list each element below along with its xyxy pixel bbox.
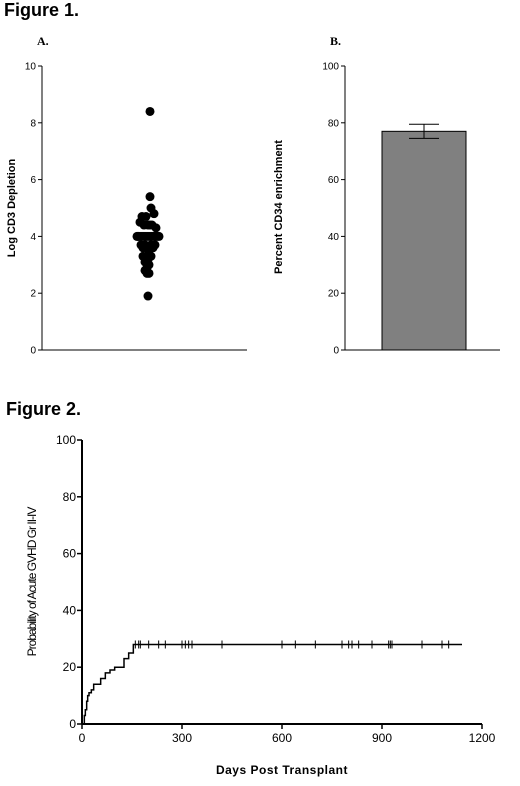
y-tick-label: 100 xyxy=(322,62,339,73)
panel-b-label: B. xyxy=(330,34,341,48)
data-point xyxy=(154,231,164,241)
y-tick-label: 0 xyxy=(69,717,76,731)
y-tick-label: 40 xyxy=(63,603,77,617)
y-tick-label: 60 xyxy=(328,175,340,186)
y-tick-label: 60 xyxy=(63,547,77,561)
data-point xyxy=(142,263,152,273)
data-point xyxy=(151,223,161,233)
panel-a-label: A. xyxy=(37,34,49,48)
data-point xyxy=(145,106,155,116)
survival-curve xyxy=(82,643,462,725)
bar xyxy=(381,130,467,351)
y-tick-label: 0 xyxy=(30,346,36,357)
y-tick-label: 80 xyxy=(63,490,77,504)
y-tick-label: 80 xyxy=(328,118,340,129)
figure-1-title: Figure 1. xyxy=(4,0,80,20)
data-point xyxy=(141,212,151,222)
data-point xyxy=(150,240,160,250)
y-tick-label: 20 xyxy=(63,660,77,674)
data-point xyxy=(146,203,156,213)
x-tick-label: 0 xyxy=(79,731,86,745)
data-point xyxy=(143,291,153,301)
y-tick-label: 8 xyxy=(30,118,36,129)
y-tick-label: 4 xyxy=(30,232,36,243)
figure-2-title: Figure 2. xyxy=(6,399,82,419)
data-point xyxy=(143,254,153,264)
x-axis-label: Days Post Transplant xyxy=(216,763,348,777)
y-tick-label: 2 xyxy=(30,289,36,300)
y-tick-label: 10 xyxy=(25,62,37,73)
x-tick-label: 900 xyxy=(372,731,392,745)
x-tick-label: 300 xyxy=(172,731,192,745)
y-tick-label: 20 xyxy=(328,289,340,300)
y-tick-label: 40 xyxy=(328,232,340,243)
y-tick-label: 0 xyxy=(333,346,339,357)
y-tick-label: 100 xyxy=(56,433,76,447)
y-axis-label: Probability of Acute GVHD Gr II-IV xyxy=(25,507,39,657)
y-axis-label: Log CD3 Depletion xyxy=(6,159,18,258)
data-point xyxy=(145,192,155,202)
x-tick-label: 600 xyxy=(272,731,292,745)
y-tick-label: 6 xyxy=(30,175,36,186)
y-axis-label: Percent CD34 enrichment xyxy=(273,140,285,274)
x-tick-label: 1200 xyxy=(469,731,496,745)
